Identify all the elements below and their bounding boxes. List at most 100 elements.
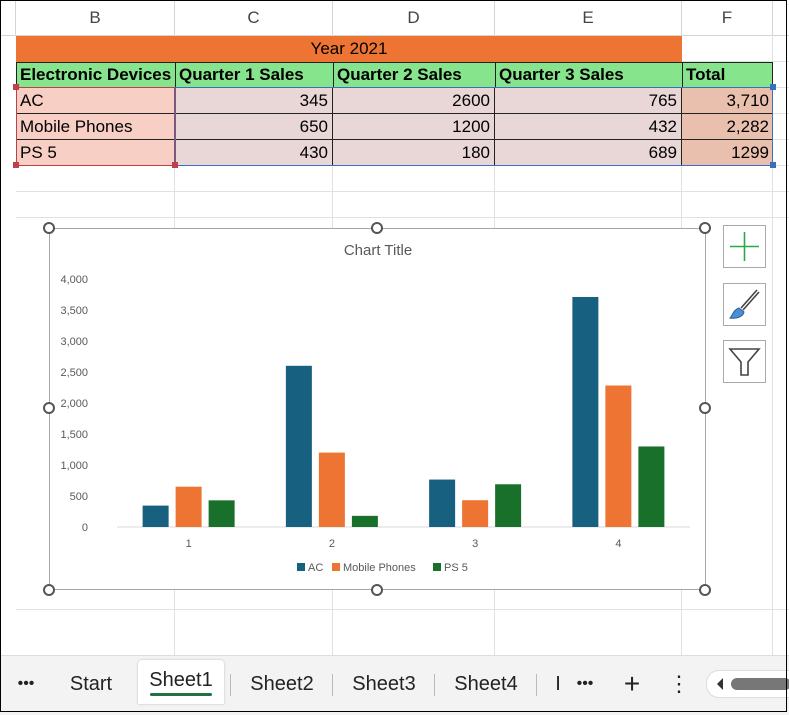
year-title-cell[interactable]: Year 2021 — [16, 36, 682, 62]
sheet-tab-partial[interactable]: I — [555, 673, 561, 695]
legend-swatch — [297, 563, 305, 571]
resize-handle-left[interactable] — [43, 402, 55, 414]
chart-title[interactable]: Chart Title — [344, 242, 412, 259]
more-sheets-right-button[interactable]: ••• — [576, 675, 594, 692]
cell-ac-q1[interactable]: 345 — [175, 88, 333, 114]
cell-ac-q2[interactable]: 2600 — [333, 88, 495, 114]
gridline — [16, 609, 789, 610]
bar[interactable] — [142, 505, 169, 527]
sheet-tab-sheet2[interactable]: Sheet2 — [250, 673, 314, 695]
range-handle[interactable] — [13, 162, 19, 168]
header-quarter-2[interactable]: Quarter 2 Sales — [333, 62, 496, 88]
bar-chart: Chart Title 0 500 1,000 1,500 2,000 2,500 3,00… — [60, 242, 690, 574]
x-tick-label: 2 — [329, 538, 335, 550]
gridline — [772, 35, 773, 655]
cell-device-mobile-phones[interactable]: Mobile Phones — [16, 114, 175, 140]
paintbrush-icon — [728, 289, 760, 319]
tab-separator — [434, 674, 435, 696]
scrollbar-thumb[interactable] — [731, 678, 789, 690]
range-handle[interactable] — [770, 162, 776, 168]
legend-swatch — [433, 563, 441, 571]
cell-mobile-q2[interactable]: 1200 — [333, 114, 495, 140]
filter-icon — [728, 348, 761, 376]
resize-handle-bottom-right[interactable] — [699, 584, 711, 596]
bar[interactable] — [495, 484, 522, 527]
legend-entry[interactable]: Mobile Phones — [343, 562, 416, 574]
column-header-f[interactable]: F — [682, 1, 773, 35]
scroll-left-arrow-icon[interactable] — [713, 671, 727, 697]
header-quarter-1[interactable]: Quarter 1 Sales — [175, 62, 334, 88]
category-range-highlight — [16, 87, 175, 166]
resize-handle-top-left[interactable] — [43, 222, 55, 234]
sheet-tab-start[interactable]: Start — [69, 673, 113, 695]
y-tick-label: 500 — [70, 491, 88, 503]
active-tab-underline — [150, 693, 212, 696]
bar[interactable] — [605, 385, 632, 527]
bar[interactable] — [462, 500, 489, 527]
y-tick-label: 3,500 — [60, 305, 88, 317]
bar[interactable] — [285, 365, 312, 527]
chart-elements-button[interactable] — [723, 225, 766, 268]
x-tick-label: 4 — [615, 538, 621, 550]
values-range-highlight — [175, 87, 773, 166]
gridline — [16, 191, 789, 192]
y-tick-label: 1,500 — [60, 429, 88, 441]
gridline — [16, 217, 789, 218]
more-sheets-left-button[interactable]: ••• — [17, 675, 35, 692]
range-handle[interactable] — [770, 84, 776, 90]
resize-handle-top-right[interactable] — [699, 222, 711, 234]
bar[interactable] — [429, 479, 456, 527]
cell-ps5-q2[interactable]: 180 — [333, 140, 495, 166]
resize-handle-bottom-left[interactable] — [43, 584, 55, 596]
header-total[interactable]: Total — [682, 62, 773, 88]
y-tick-label: 3,000 — [60, 336, 88, 348]
column-header-d[interactable]: D — [333, 1, 495, 35]
legend-entry[interactable]: PS 5 — [444, 562, 468, 574]
add-sheet-button[interactable]: + — [623, 668, 641, 699]
range-handle[interactable] — [13, 84, 19, 90]
cell-device-ac[interactable]: AC — [16, 88, 175, 114]
legend-entry[interactable]: AC — [308, 562, 323, 574]
cell-ps5-total[interactable]: 1299 — [682, 140, 773, 166]
x-tick-label: 3 — [472, 538, 478, 550]
range-handle[interactable] — [172, 162, 178, 168]
cell-mobile-q1[interactable]: 650 — [175, 114, 333, 140]
sheet-options-menu-button[interactable]: ⋮ — [668, 671, 690, 696]
y-tick-label: 2,500 — [60, 367, 88, 379]
column-header-bar: B C D E F — [0, 1, 789, 36]
chart-filters-button[interactable] — [723, 340, 766, 383]
bar[interactable] — [351, 515, 378, 527]
select-all-corner[interactable] — [0, 1, 16, 35]
sheet-tab-sheet1[interactable]: Sheet1 — [138, 660, 224, 704]
column-header-e[interactable]: E — [495, 1, 682, 35]
bar[interactable] — [638, 446, 665, 527]
header-electronic-devices[interactable]: Electronic Devices — [16, 62, 176, 88]
bar[interactable] — [572, 296, 599, 527]
bar[interactable] — [175, 486, 202, 527]
cell-device-ps5[interactable]: PS 5 — [16, 140, 175, 166]
chart-area[interactable]: Chart Title 0 500 1,000 1,500 2,000 2,500 3,00… — [49, 228, 706, 590]
bar[interactable] — [318, 452, 345, 527]
plus-icon — [730, 232, 759, 261]
resize-handle-right[interactable] — [699, 402, 711, 414]
resize-handle-top[interactable] — [371, 222, 383, 234]
legend-swatch — [332, 563, 340, 571]
horizontal-scrollbar[interactable] — [706, 670, 789, 698]
column-header-c[interactable]: C — [175, 1, 333, 35]
tab-separator — [536, 674, 537, 696]
column-header-b[interactable]: B — [16, 1, 175, 35]
cell-ac-q3[interactable]: 765 — [495, 88, 682, 114]
sheet-tab-sheet3[interactable]: Sheet3 — [352, 673, 416, 695]
cell-ac-total[interactable]: 3,710 — [682, 88, 773, 114]
header-quarter-3[interactable]: Quarter 3 Sales — [495, 62, 683, 88]
y-tick-label: 2,000 — [60, 398, 88, 410]
bar[interactable] — [208, 500, 235, 527]
cell-mobile-total[interactable]: 2,282 — [682, 114, 773, 140]
y-tick-label: 0 — [82, 522, 88, 534]
chart-styles-button[interactable] — [723, 283, 766, 326]
sheet-tab-bar: ••• Start Sheet1 Sheet2 Sheet3 Sheet4 I … — [0, 655, 789, 715]
tab-separator — [230, 674, 231, 696]
cell-mobile-q3[interactable]: 432 — [495, 114, 682, 140]
resize-handle-bottom[interactable] — [371, 584, 383, 596]
sheet-tab-sheet4[interactable]: Sheet4 — [454, 673, 518, 695]
